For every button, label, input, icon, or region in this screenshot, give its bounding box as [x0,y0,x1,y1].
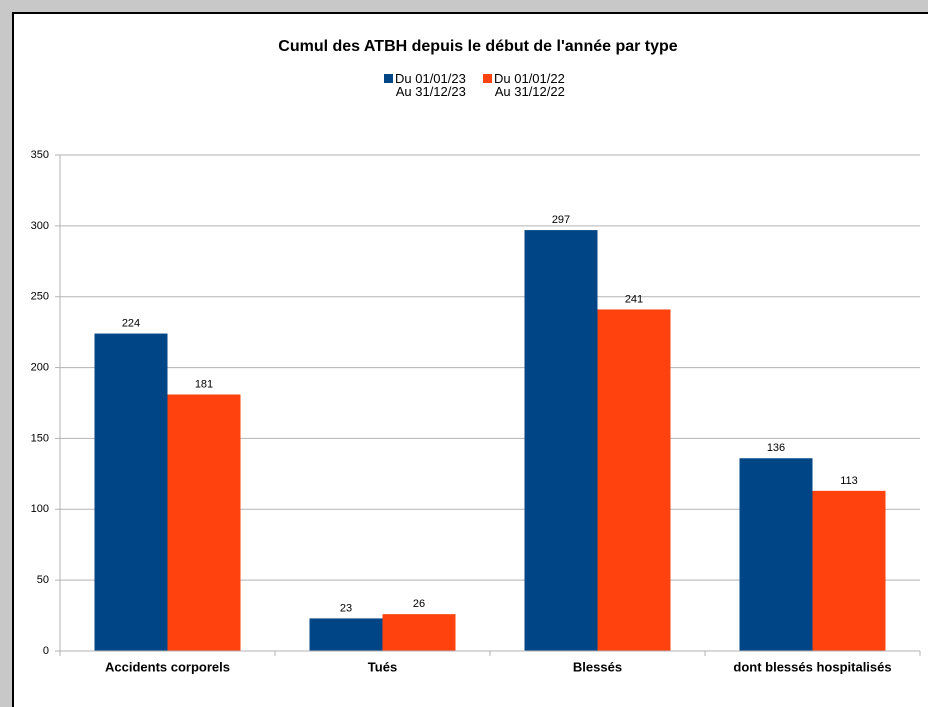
x-tick-label: Accidents corporels [105,659,230,674]
legend-label: Du 01/01/23 Au 31/12/23 [395,71,466,99]
value-label: 23 [340,602,352,614]
y-tick-label: 350 [31,149,49,161]
x-tick-label: Tués [368,659,397,674]
value-label: 26 [413,598,425,610]
y-tick-label: 100 [31,503,49,515]
bar [382,614,456,651]
bar [94,333,168,651]
y-tick-label: 0 [43,645,49,657]
x-tick-label: Blessés [573,659,622,674]
y-tick-label: 50 [37,574,49,586]
bar [524,230,598,651]
bar [309,618,383,651]
legend-swatch [384,74,393,83]
value-label: 181 [195,378,213,390]
value-label: 241 [625,293,643,305]
bar [167,394,241,651]
value-label: 224 [122,317,140,329]
bar [812,490,886,651]
y-tick-label: 250 [31,291,49,303]
y-tick-label: 150 [31,432,49,444]
chart-title: Cumul des ATBH depuis le début de l'anné… [278,38,678,55]
y-tick-label: 200 [31,361,49,373]
legend-swatch [483,74,492,83]
value-label: 113 [840,475,858,487]
bar [597,309,671,651]
bar [739,458,813,651]
value-label: 136 [767,442,785,454]
legend-label: Du 01/01/22 Au 31/12/22 [494,71,565,99]
value-label: 297 [552,214,570,226]
x-tick-label: dont blessés hospitalisés [733,659,891,674]
y-tick-label: 300 [31,220,49,232]
